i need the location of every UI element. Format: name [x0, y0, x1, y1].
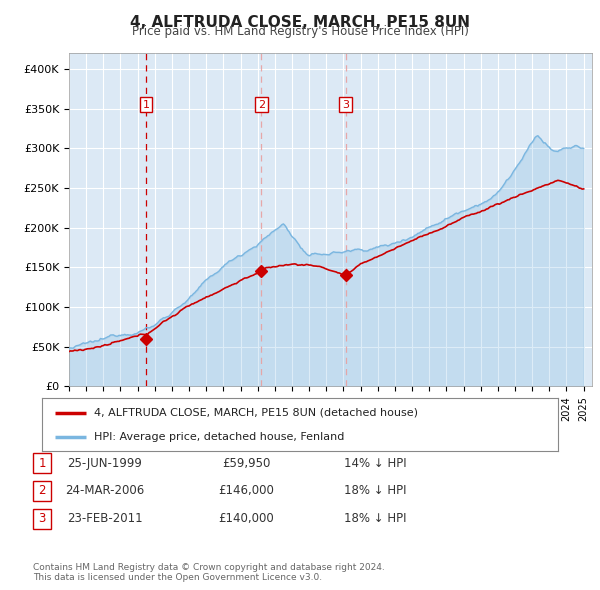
Text: Price paid vs. HM Land Registry's House Price Index (HPI): Price paid vs. HM Land Registry's House … [131, 25, 469, 38]
Text: 4, ALFTRUDA CLOSE, MARCH, PE15 8UN: 4, ALFTRUDA CLOSE, MARCH, PE15 8UN [130, 15, 470, 30]
Text: £59,950: £59,950 [222, 457, 270, 470]
Text: 2: 2 [258, 100, 265, 110]
Text: 25-JUN-1999: 25-JUN-1999 [68, 457, 142, 470]
Text: 4, ALFTRUDA CLOSE, MARCH, PE15 8UN (detached house): 4, ALFTRUDA CLOSE, MARCH, PE15 8UN (deta… [94, 408, 418, 418]
Text: £140,000: £140,000 [218, 512, 274, 525]
Text: 24-MAR-2006: 24-MAR-2006 [65, 484, 145, 497]
Text: 18% ↓ HPI: 18% ↓ HPI [344, 484, 406, 497]
Text: 1: 1 [38, 457, 46, 470]
Text: 23-FEB-2011: 23-FEB-2011 [67, 512, 143, 525]
Text: 14% ↓ HPI: 14% ↓ HPI [344, 457, 406, 470]
Text: 18% ↓ HPI: 18% ↓ HPI [344, 512, 406, 525]
Text: £146,000: £146,000 [218, 484, 274, 497]
Text: HPI: Average price, detached house, Fenland: HPI: Average price, detached house, Fenl… [94, 432, 344, 442]
Text: 1: 1 [142, 100, 149, 110]
Text: Contains HM Land Registry data © Crown copyright and database right 2024.: Contains HM Land Registry data © Crown c… [33, 563, 385, 572]
Text: 2: 2 [38, 484, 46, 497]
Text: 3: 3 [342, 100, 349, 110]
Text: 3: 3 [38, 512, 46, 525]
Text: This data is licensed under the Open Government Licence v3.0.: This data is licensed under the Open Gov… [33, 573, 322, 582]
